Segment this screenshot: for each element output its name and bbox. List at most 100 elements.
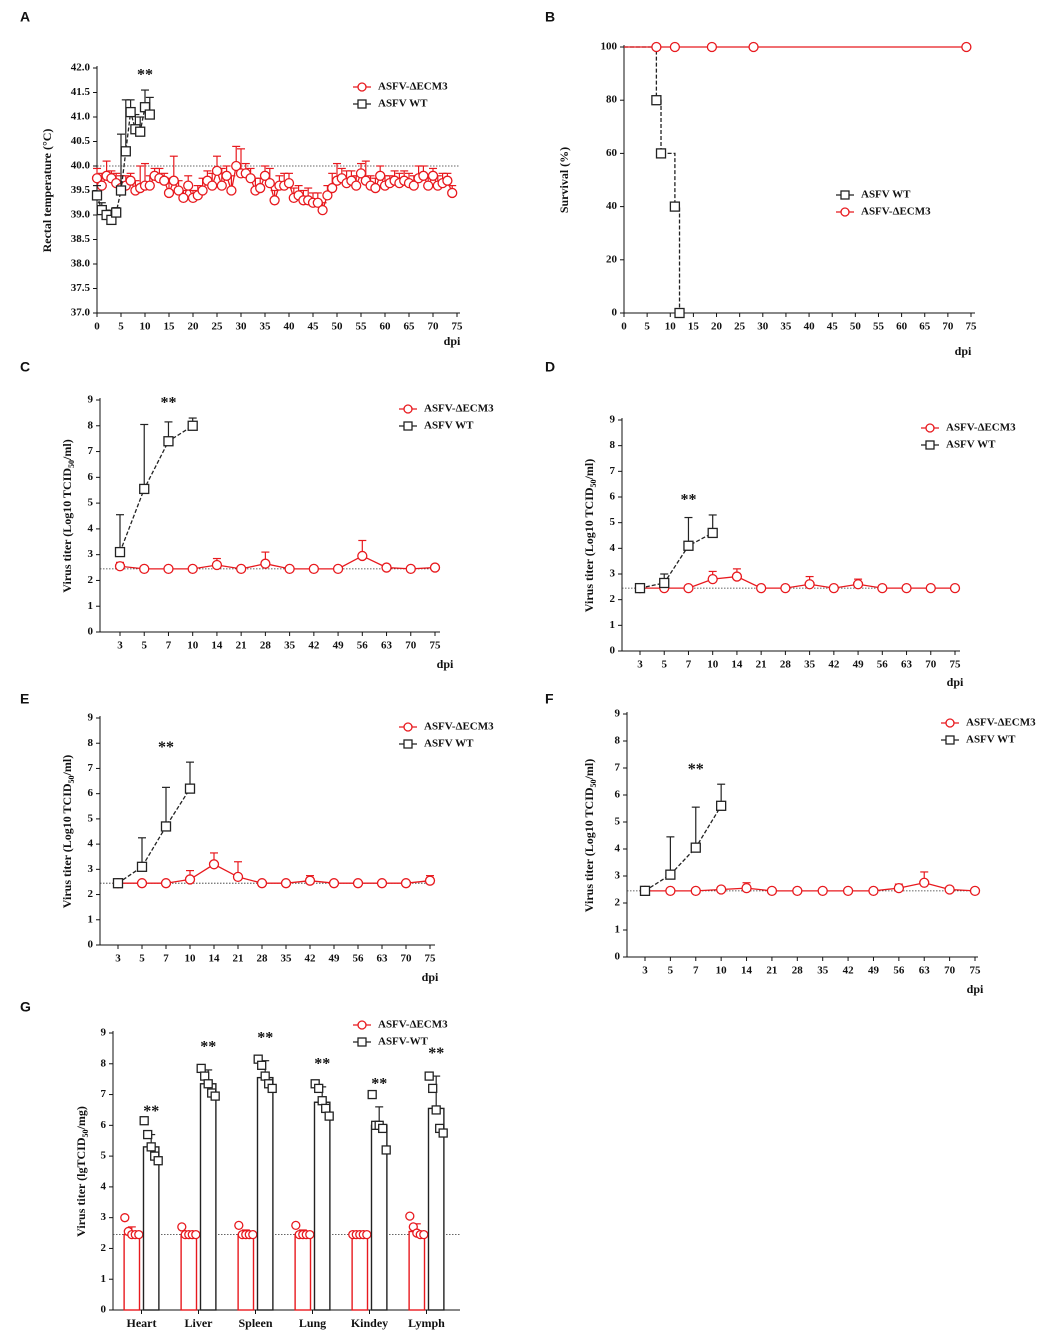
marker [184,783,196,794]
x-tick-label: 21 [236,640,247,652]
marker [706,41,718,53]
marker [308,563,319,574]
marker [447,187,458,199]
y-tick-label: 9 [610,414,616,426]
y-tick-label: 41.5 [71,86,91,98]
marker [852,579,864,590]
y-tick-label: 20 [606,253,618,265]
marker [111,207,122,218]
marker [203,1079,213,1089]
y-tick-label: 9 [101,1027,107,1039]
marker [674,307,685,319]
y-axis-label-part: 50 [81,1130,90,1138]
marker [817,885,828,896]
marker [357,550,368,562]
y-tick-label: 100 [601,41,618,53]
y-tick-label: 8 [615,735,621,747]
x-tick-label: 63 [377,953,389,965]
marker [139,483,150,495]
series-line [639,532,713,589]
y-tick-label: 2 [101,1242,107,1254]
marker [327,182,338,194]
y-tick-label: 6 [88,471,94,483]
marker [187,420,198,431]
x-tick-label: 35 [780,321,792,333]
x-tick-label: 70 [401,953,413,965]
x-tick-label: 40 [804,321,816,333]
marker [216,180,227,191]
x-tick-label: 20 [711,321,723,333]
panel-letter: D [545,359,555,375]
x-tick-label: Lung [299,1316,326,1330]
x-tick-label: 7 [693,965,699,977]
marker [367,1089,377,1100]
bar [142,1146,160,1311]
marker [381,562,392,573]
marker [197,185,208,196]
marker [925,440,935,450]
x-tick-label: 55 [873,321,885,333]
marker [245,173,256,184]
marker [669,201,681,212]
annotation: ** [428,1045,444,1062]
marker [418,170,429,181]
y-axis-label-part: Virus titer (lgTCID [74,1137,88,1237]
marker [357,1020,367,1030]
y-tick-label: 6 [101,1119,107,1131]
marker [828,582,839,594]
marker [264,177,275,189]
panel-letter: E [20,691,29,707]
y-tick-label: 8 [610,439,616,451]
marker [211,559,223,571]
x-tick-label: 7 [163,953,169,965]
y-tick-label: 5 [610,516,616,528]
y-tick-label: 9 [88,712,94,724]
y-tick-label: 7 [610,465,616,477]
marker [260,1071,270,1081]
x-tick-label: 5 [139,953,145,965]
y-tick-label: 7 [88,445,94,457]
y-tick-label: 4 [88,522,94,534]
panel-letter: F [545,691,554,707]
marker [134,1229,144,1240]
y-tick-label: 60 [606,147,618,159]
legend-label: ASFV WT [861,189,911,201]
x-tick-label: 63 [901,659,913,671]
x-tick-label: 5 [668,965,674,977]
marker [405,1211,415,1221]
x-tick-label: Spleen [238,1316,272,1330]
marker [146,1142,156,1152]
marker [707,573,718,585]
y-tick-label: 37.5 [71,282,91,294]
x-tick-label: 45 [308,321,320,333]
y-tick-label: 1 [101,1273,107,1285]
marker [400,878,412,889]
legend-label: ASFV-ΔECM3 [946,422,1016,434]
marker [91,190,103,201]
marker [651,41,662,53]
y-tick-label: 0 [610,645,616,657]
marker [355,168,367,179]
x-tick-label: Kindey [351,1316,388,1330]
marker [877,582,888,594]
marker [284,563,295,574]
bar [180,1233,198,1311]
y-tick-label: 4 [88,838,94,850]
x-tick-label: 65 [919,321,931,333]
marker [741,883,752,894]
marker [153,1156,163,1166]
x-tick-label: 42 [308,640,320,652]
marker [248,1229,258,1240]
marker [376,878,388,889]
legend-label: ASFV WT [424,420,474,432]
marker [639,885,651,896]
marker [305,1229,315,1240]
x-axis-label: dpi [955,344,972,358]
y-tick-label: 1 [88,913,94,925]
marker [136,878,148,889]
marker [403,722,413,732]
marker [945,718,955,728]
x-tick-label: 35 [804,659,816,671]
x-tick-label: 3 [117,640,123,652]
y-axis-label-part: Virus titer (Log10 TCID [582,487,596,612]
